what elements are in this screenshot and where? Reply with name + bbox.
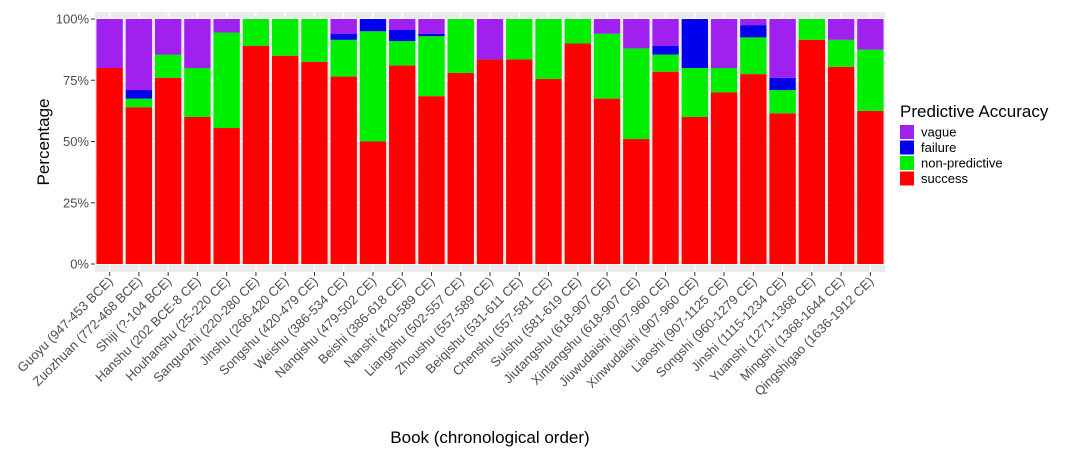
bar-segment-success (96, 68, 123, 264)
bar-segment-failure (330, 33, 357, 40)
bar-segment-non-predictive (535, 19, 562, 80)
bar-segment-non-predictive (418, 36, 445, 97)
bar-segment-non-predictive (769, 90, 796, 114)
bar-segment-vague (213, 19, 240, 33)
bar-segment-vague (389, 19, 416, 31)
bar-segment-vague (593, 19, 621, 34)
bar-segment-success (301, 61, 328, 264)
bar-segment-non-predictive (740, 37, 767, 75)
bar-segment-success (710, 92, 738, 264)
bar-segment-non-predictive (564, 19, 591, 44)
bar-segment-non-predictive (798, 19, 826, 40)
bar-segment-success (535, 79, 562, 265)
bar-segment-non-predictive (330, 39, 357, 77)
bar-segment-success (389, 65, 416, 264)
bar-segment-vague (623, 19, 650, 49)
bar-segment-failure (769, 77, 796, 91)
bar-segment-vague (652, 19, 679, 46)
bar-segment-failure (740, 25, 767, 38)
bar-segment-vague (330, 19, 357, 34)
legend-key-vague (900, 125, 914, 139)
legend-key-success (900, 171, 914, 186)
bar-segment-success (564, 43, 591, 264)
bar-segment-success (740, 74, 767, 264)
bar-segment-vague (827, 19, 855, 40)
bar-segment-success (330, 76, 357, 264)
bar-segment-success (184, 117, 211, 264)
bar-segment-success (418, 96, 445, 264)
bar-segment-success (623, 139, 650, 264)
y-tick-label: 25% (63, 195, 89, 210)
bar-segment-vague (476, 19, 504, 60)
y-tick-label: 100% (56, 12, 90, 27)
bar-segment-success (827, 66, 855, 265)
bar-segment-failure (359, 19, 387, 32)
legend: Predictive Accuracy vaguefailurenon-pred… (900, 102, 1049, 186)
bar-segment-success (125, 107, 153, 264)
bar-segment-non-predictive (710, 68, 738, 93)
bar-segment-failure (389, 30, 416, 42)
bar-segment-non-predictive (272, 19, 299, 56)
bar-segment-vague (769, 19, 796, 78)
bar-segment-success (447, 72, 474, 265)
y-tick-label: 75% (63, 73, 89, 88)
bar-segment-failure (681, 19, 708, 68)
bar-segment-vague (857, 19, 884, 50)
bar-segment-non-predictive (301, 19, 328, 62)
y-axis-title: Percentage (34, 99, 53, 186)
y-axis: 0% 25% 50% 75% 100% (56, 12, 95, 272)
bar-segment-success (681, 117, 708, 264)
legend-key-non-predictive (900, 156, 914, 170)
legend-label: non-predictive (921, 156, 1003, 171)
bar-segment-success (476, 59, 504, 264)
bar-segment-non-predictive (652, 54, 679, 72)
bar-segment-failure (418, 33, 445, 37)
x-axis: Guoyu (947-453 BCE)Zuozhuan (772-468 BCE… (14, 272, 876, 399)
legend-label: vague (921, 125, 956, 140)
bar-segment-failure (125, 90, 153, 99)
bar-segment-non-predictive (389, 41, 416, 66)
bar-segment-non-predictive (623, 48, 650, 140)
bar-segment-non-predictive (359, 31, 387, 142)
bar-segment-success (154, 77, 182, 264)
bar-segment-non-predictive (827, 39, 855, 67)
bar-segment-success (506, 59, 533, 264)
bar-segment-success (213, 128, 240, 264)
x-axis-title: Book (chronological order) (390, 428, 589, 447)
bar-segment-success (769, 113, 796, 264)
bar-segment-success (857, 110, 884, 264)
bar-segment-success (242, 45, 270, 265)
legend-key-failure (900, 140, 914, 155)
bar-segment-success (272, 55, 299, 264)
legend-title: Predictive Accuracy (900, 102, 1049, 121)
bar-segment-success (359, 141, 387, 264)
bar-segment-vague (710, 19, 738, 68)
bar-segment-non-predictive (506, 19, 533, 60)
bar-segment-non-predictive (242, 19, 270, 46)
bar-segment-non-predictive (681, 68, 708, 117)
bar-segment-non-predictive (184, 68, 211, 117)
bar-segment-vague (96, 19, 123, 68)
bar-segment-failure (652, 45, 679, 55)
bar-segment-vague (740, 19, 767, 26)
bars (96, 19, 884, 265)
bar-segment-non-predictive (213, 32, 240, 129)
bar-segment-success (593, 98, 621, 264)
bar-segment-non-predictive (593, 33, 621, 99)
legend-label: failure (921, 140, 956, 155)
bar-segment-vague (154, 19, 182, 55)
bar-segment-non-predictive (125, 98, 153, 108)
bar-segment-vague (184, 19, 211, 68)
y-tick-label: 0% (70, 257, 89, 272)
bar-segment-success (652, 71, 679, 264)
legend-label: success (921, 171, 968, 186)
bar-segment-non-predictive (447, 19, 474, 73)
bar-segment-non-predictive (857, 49, 884, 111)
bar-segment-vague (418, 19, 445, 34)
bar-segment-vague (125, 19, 153, 91)
bar-segment-success (798, 39, 826, 265)
bar-segment-non-predictive (154, 54, 182, 78)
y-tick-label: 50% (63, 134, 89, 149)
